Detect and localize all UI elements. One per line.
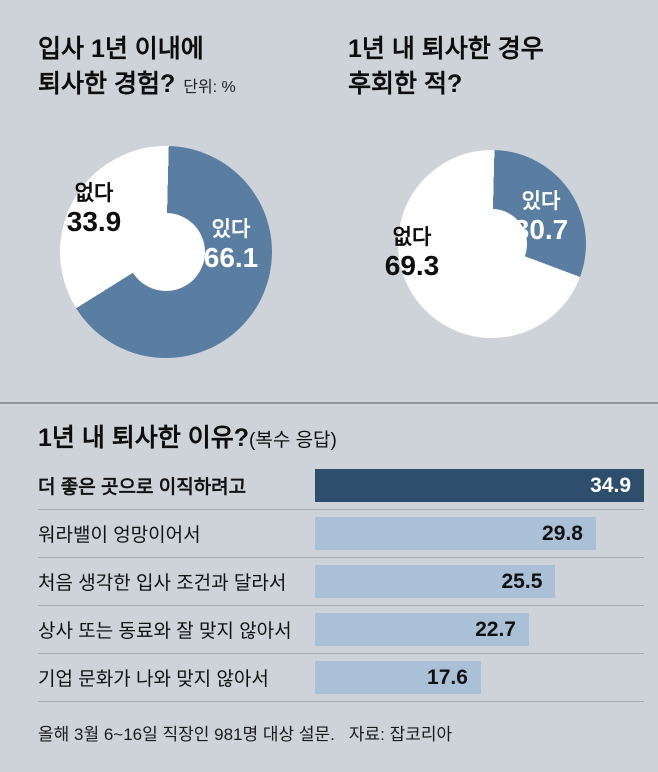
pie2-no-label: 없다 xyxy=(392,226,432,249)
pie1-title: 입사 1년 이내에 퇴사한 경험? 단위: % xyxy=(38,32,236,102)
bar-chart: 더 좋은 곳으로 이직하려고 34.9 워라밸이 엉망이어서 29.8 처음 생… xyxy=(38,462,644,702)
bar-track: 29.8 xyxy=(315,517,644,550)
bar-row-label: 상사 또는 동료와 잘 맞지 않아서 xyxy=(38,621,292,642)
pie1-no-callout: 없다 33.9 xyxy=(38,182,150,238)
bar-row: 더 좋은 곳으로 이직하려고 34.9 xyxy=(38,462,644,510)
bar-value: 17.6 xyxy=(427,665,468,689)
bar-row-label: 기업 문화가 나와 맞지 않아서 xyxy=(38,669,269,690)
survey-note: 올해 3월 6~16일 직장인 981명 대상 설문. xyxy=(38,725,335,744)
source-note: 자료: 잡코리아 xyxy=(348,725,453,744)
bar-chart-title-text: 1년 내 퇴사한 이유? xyxy=(38,424,250,452)
pie1-no-label: 없다 xyxy=(74,182,114,205)
pie2-title-line2: 후회한 적? xyxy=(348,70,463,98)
bar-track: 25.5 xyxy=(315,565,644,598)
bar-row: 기업 문화가 나와 맞지 않아서 17.6 xyxy=(38,654,644,702)
bar-track: 17.6 xyxy=(315,661,644,694)
donut-chart-regret: 있다 30.7 없다 69.3 xyxy=(385,150,586,338)
bar-value: 22.7 xyxy=(475,617,516,641)
pie2-title-line1: 1년 내 퇴사한 경우 xyxy=(348,35,544,63)
pie1-yes-label: 있다 xyxy=(211,218,251,241)
bar-row-label: 처음 생각한 입사 조건과 달라서 xyxy=(38,573,287,594)
bar-row-label: 워라밸이 엉망이어서 xyxy=(38,525,201,546)
pie1-no-value: 33.9 xyxy=(66,206,122,238)
bar-chart-title: 1년 내 퇴사한 이유?(복수 응답) xyxy=(38,418,337,454)
pie2-no-value: 69.3 xyxy=(384,250,440,282)
donut-chart-resign-experience: 없다 33.9 있다 66.1 xyxy=(60,146,272,358)
bar-chart-subtitle: (복수 응답) xyxy=(249,430,337,451)
bar-row-label: 더 좋은 곳으로 이직하려고 xyxy=(38,477,247,498)
bar-fill: 34.9 xyxy=(315,469,644,502)
pie2-yes-value: 30.7 xyxy=(513,214,569,246)
pie1-yes-callout: 있다 66.1 xyxy=(188,218,274,274)
pie1-title-line1: 입사 1년 이내에 xyxy=(38,35,204,63)
pie2-no-callout: 없다 69.3 xyxy=(356,226,468,282)
unit-label: 단위: % xyxy=(183,79,236,96)
bar-fill: 17.6 xyxy=(315,661,481,694)
bar-track: 34.9 xyxy=(315,469,644,502)
pie2-yes-callout: 있다 30.7 xyxy=(498,190,584,246)
bar-fill: 29.8 xyxy=(315,517,596,550)
bar-value: 34.9 xyxy=(590,473,631,497)
pie2-title: 1년 내 퇴사한 경우 후회한 적? xyxy=(348,32,544,102)
pie1-yes-value: 66.1 xyxy=(203,242,259,274)
bar-row: 워라밸이 엉망이어서 29.8 xyxy=(38,510,644,558)
bar-row: 상사 또는 동료와 잘 맞지 않아서 22.7 xyxy=(38,606,644,654)
pie1-title-line2: 퇴사한 경험? xyxy=(38,70,176,98)
section-divider xyxy=(0,402,658,404)
bar-value: 25.5 xyxy=(501,569,543,593)
bar-fill: 22.7 xyxy=(315,613,529,646)
bar-track: 22.7 xyxy=(315,613,644,646)
footer-note: 올해 3월 6~16일 직장인 981명 대상 설문. 자료: 잡코리아 xyxy=(38,720,452,745)
bar-value: 29.8 xyxy=(542,521,583,545)
bar-fill: 25.5 xyxy=(315,565,556,598)
pie2-yes-label: 있다 xyxy=(521,190,561,213)
bar-row: 처음 생각한 입사 조건과 달라서 25.5 xyxy=(38,558,644,606)
